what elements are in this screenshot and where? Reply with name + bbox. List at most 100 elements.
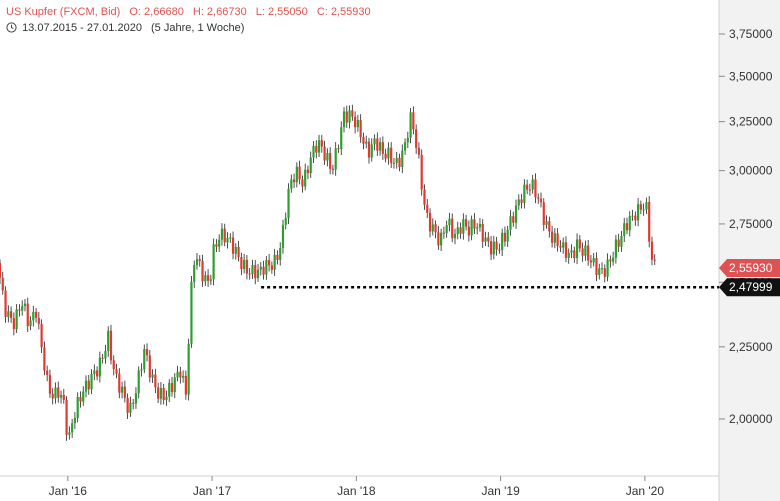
candle-up (340, 127, 343, 150)
candle-up (570, 250, 573, 253)
candle-up (373, 138, 376, 145)
candle-down (112, 360, 115, 370)
candle-up (642, 209, 645, 211)
candle-down (564, 242, 568, 258)
candle-up (23, 303, 27, 307)
candle-down (556, 233, 559, 246)
candle-down (359, 119, 362, 138)
candle-down (154, 374, 157, 388)
candle-down (323, 146, 326, 161)
candle-down (254, 265, 257, 279)
level-badge: 2,47999 (719, 278, 780, 297)
candle-up (176, 371, 179, 378)
candle-down (315, 145, 318, 153)
candle-down (442, 232, 445, 234)
candle-up (226, 238, 229, 243)
candle-down (487, 237, 490, 242)
candle-up (470, 219, 473, 236)
candle-up (82, 391, 85, 402)
candle-up (431, 224, 434, 232)
candle-up (401, 150, 404, 167)
candle-up (84, 380, 88, 392)
candle-down (96, 370, 99, 377)
candle-up (600, 268, 604, 270)
last-price-label: 2,55930 (729, 261, 773, 275)
candle-down (417, 147, 421, 155)
candle-down (306, 169, 310, 174)
candle-down (548, 221, 551, 232)
y-tick-label: 2,00000 (729, 412, 773, 426)
candle-down (351, 110, 354, 117)
candle-down (459, 227, 462, 234)
candle-down (426, 204, 429, 213)
candle-down (237, 246, 240, 258)
candle-up (295, 166, 298, 183)
candle-up (478, 223, 482, 228)
candle-up (334, 148, 337, 170)
candle-down (609, 259, 612, 262)
candle-down (126, 397, 129, 413)
candle-down (337, 148, 340, 150)
candle-up (598, 268, 601, 275)
candle-up (243, 259, 246, 269)
candle-down (184, 375, 187, 395)
candle-up (182, 375, 185, 378)
candle-down (381, 142, 384, 154)
candle-down (390, 147, 393, 164)
candle-up (403, 142, 407, 151)
candle-up (476, 227, 479, 229)
candle-down (464, 219, 468, 227)
x-tick-label: Jan '16 (49, 484, 88, 498)
candle-down (34, 311, 38, 318)
candle-down (653, 259, 656, 261)
candle-down (245, 259, 249, 274)
candle-down (595, 258, 598, 275)
candle-down (132, 402, 135, 404)
candle-down (9, 311, 13, 319)
candle-down (215, 244, 218, 247)
candle-up (395, 157, 398, 163)
candle-up (348, 110, 351, 123)
candle-up (392, 162, 396, 164)
candle-down (603, 268, 606, 277)
candle-down (109, 330, 113, 361)
candles-layer (0, 104, 656, 441)
open-value: O: 2,66680 (129, 6, 184, 18)
candle-down (40, 323, 43, 348)
candle-down (467, 226, 470, 236)
candle-down (201, 261, 204, 282)
candle-down (581, 248, 584, 256)
candle-up (90, 373, 93, 390)
candle-down (495, 241, 498, 250)
candle-up (212, 244, 215, 280)
candle-down (434, 224, 437, 233)
candle-down (398, 157, 401, 167)
y-tick-label: 2,75000 (729, 217, 773, 231)
high-value: H: 2,66730 (192, 6, 247, 18)
candle-down (473, 219, 476, 229)
candle-down (51, 393, 54, 399)
candle-down (537, 197, 540, 199)
candle-down (354, 116, 357, 128)
candle-up (409, 112, 412, 138)
candle-up (284, 217, 287, 225)
date-range: 13.07.2015 - 27.01.2020 (22, 22, 142, 34)
x-tick-label: Jan '20 (626, 484, 665, 498)
candle-up (209, 279, 212, 281)
candle-up (229, 237, 232, 239)
candle-up (406, 137, 409, 143)
candle-up (259, 266, 262, 270)
candle-up (612, 257, 615, 262)
candle-up (567, 252, 570, 258)
candle-down (115, 369, 118, 374)
candle-down (331, 168, 335, 170)
chart-header-quote: US Kupfer (FXCM, Bid) O: 2,66680 H: 2,66… (6, 6, 377, 18)
candle-up (309, 157, 312, 174)
candle-down (179, 371, 182, 378)
candle-down (412, 112, 415, 130)
level-badge-shape (719, 278, 780, 297)
candle-up (365, 141, 368, 144)
candle-up (562, 242, 565, 248)
candle-up (631, 215, 634, 217)
candle-up (15, 309, 18, 330)
